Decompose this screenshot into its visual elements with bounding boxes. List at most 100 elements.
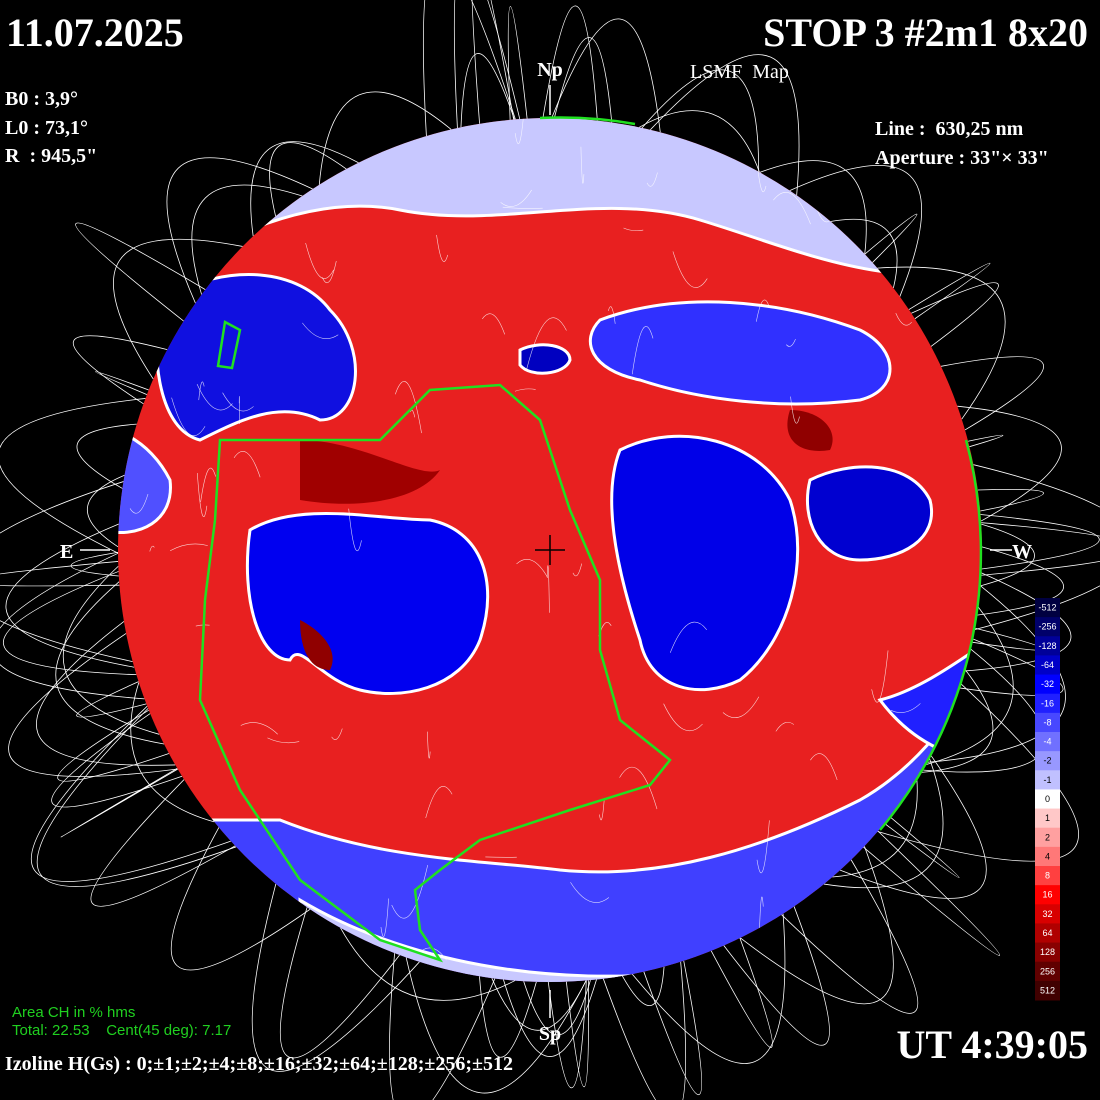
colorbar-label: 256	[1040, 966, 1055, 976]
field-line	[790, 396, 800, 424]
blue-region	[518, 343, 572, 375]
field-line	[864, 213, 918, 263]
field-line	[425, 786, 453, 819]
time: UT 4:39:05	[897, 1022, 1088, 1067]
colorbar-swatch	[1035, 732, 1060, 752]
field-line	[5, 523, 135, 668]
blue-region	[118, 425, 172, 535]
field-line	[507, 6, 528, 120]
colorbar-label: -256	[1038, 622, 1056, 632]
field-line	[514, 388, 536, 392]
east-label: E	[60, 541, 73, 563]
field-line	[149, 545, 155, 552]
field-line	[380, 898, 389, 937]
field-line	[0, 561, 120, 587]
ch-boundary	[879, 439, 983, 831]
colorbar-label: -1	[1043, 775, 1051, 785]
field-line	[570, 882, 610, 903]
colorbar-label: -32	[1041, 679, 1054, 689]
param: R : 945,5"	[5, 145, 97, 167]
colorbar-swatch	[1035, 923, 1060, 944]
field-line	[756, 820, 770, 874]
field-line	[631, 913, 786, 1064]
colorbar-swatch	[1035, 866, 1060, 886]
field-line	[911, 282, 999, 347]
field-line	[773, 191, 811, 225]
field-line	[170, 827, 311, 971]
field-line	[621, 966, 665, 1007]
colorbar-label: -64	[1041, 660, 1054, 670]
field-line	[572, 563, 583, 577]
field-line	[631, 326, 654, 375]
colorbar-swatch	[1035, 904, 1060, 924]
field-line	[251, 883, 420, 1072]
colorbar-swatch	[1035, 808, 1060, 829]
field-line	[191, 184, 303, 295]
field-line	[436, 234, 449, 262]
colorbar-swatch	[1035, 885, 1060, 905]
blue-region	[610, 434, 800, 692]
field-line	[129, 493, 149, 514]
field-line	[526, 317, 567, 369]
colorbar-swatch	[1035, 674, 1060, 695]
field-line	[8, 633, 178, 777]
field-line	[60, 767, 178, 838]
field-line	[502, 206, 543, 209]
instrument-line: Line : 630,25 nm	[875, 118, 1024, 140]
field-line	[514, 118, 526, 145]
field-line	[482, 313, 505, 335]
blue-region	[154, 273, 357, 442]
field-line	[669, 621, 708, 653]
field-line	[340, 927, 516, 1001]
field-line	[427, 731, 431, 759]
blue-region	[805, 465, 933, 562]
field-line	[57, 709, 170, 782]
field-line	[877, 683, 1079, 862]
colorbar-label: 1	[1045, 813, 1050, 823]
colorbar-label: -8	[1043, 717, 1051, 727]
field-line	[863, 830, 1000, 956]
colorbar-swatch	[1035, 789, 1060, 810]
field-line	[0, 481, 133, 662]
colorbar-label: 16	[1042, 890, 1052, 900]
field-line	[305, 243, 335, 279]
colorbar-label: 32	[1042, 909, 1052, 919]
field-line	[269, 142, 347, 217]
field-line	[895, 312, 912, 326]
colorbar-swatch	[1035, 827, 1060, 848]
field-line	[222, 392, 254, 412]
field-line	[786, 339, 796, 347]
axis-ticks	[80, 85, 1012, 1018]
field-line	[196, 383, 233, 411]
field-line	[832, 778, 918, 878]
ch-boundary	[198, 383, 672, 963]
field-line	[884, 816, 960, 879]
field-line	[546, 565, 550, 613]
field-line	[503, 979, 597, 1057]
field-line	[739, 846, 894, 1005]
field-line	[924, 606, 1014, 766]
colorbar-swatch	[1035, 751, 1060, 771]
field-line	[169, 543, 208, 551]
colorbar-swatch	[1035, 712, 1060, 733]
field-line	[957, 405, 1062, 522]
field-line	[977, 488, 1044, 512]
field-line	[389, 953, 496, 1100]
field-line	[980, 523, 1035, 587]
field-line	[318, 91, 452, 185]
field-line	[453, 0, 521, 129]
field-line	[479, 976, 537, 1058]
field-line	[926, 585, 1066, 763]
field-line	[75, 222, 206, 322]
north-label: Np	[537, 59, 563, 81]
colorbar-label: -4	[1043, 737, 1051, 747]
west-label: W	[1012, 541, 1032, 563]
field-line	[302, 322, 339, 339]
field-line	[623, 227, 644, 232]
field-line	[409, 409, 416, 418]
colorbar-label: 8	[1045, 871, 1050, 881]
subtitle: LSMF Map	[690, 61, 789, 83]
field-line	[638, 110, 760, 173]
field-line	[166, 157, 313, 304]
